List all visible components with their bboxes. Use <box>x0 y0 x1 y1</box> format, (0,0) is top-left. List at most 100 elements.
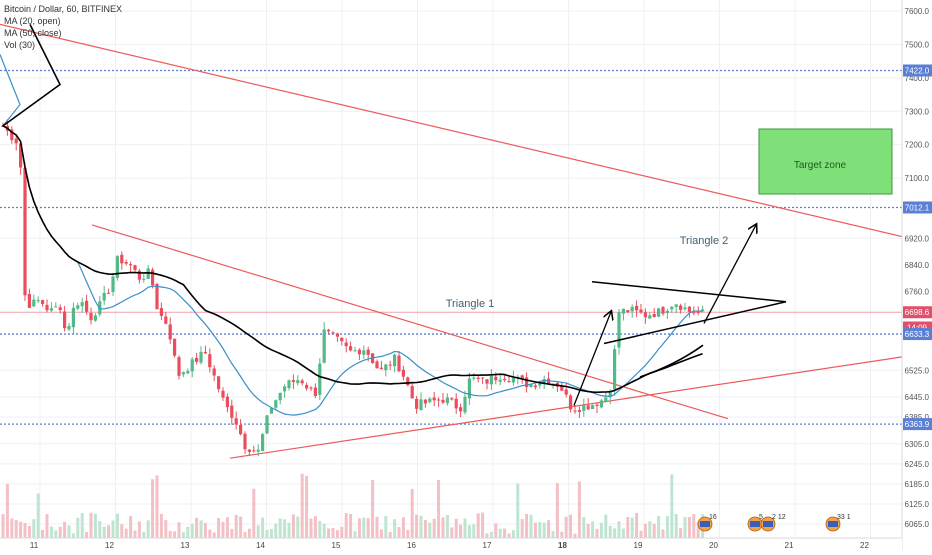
candle-body <box>331 332 335 334</box>
volume-bar <box>586 523 590 538</box>
price-tick-label: 7300.0 <box>905 107 930 116</box>
chart-legend[interactable]: Bitcoin / Dollar, 60, BITFINEX MA (20, o… <box>4 3 122 51</box>
price-axis[interactable]: 6065.0 6125.0 6185.0 6245.0 6305.0 6385.0 6445… <box>901 0 932 550</box>
volume-bar <box>309 518 313 538</box>
volume-bar <box>520 519 524 538</box>
price-axis-bg <box>902 0 932 550</box>
volume-bar <box>14 520 18 538</box>
candle-body <box>80 302 84 307</box>
annotations: Triangle 1 Triangle 2 Target zone <box>446 160 847 310</box>
candle-body <box>230 405 234 418</box>
volume-bar <box>247 528 251 538</box>
volume-bar <box>397 527 401 538</box>
candle-body <box>459 407 463 412</box>
volume-bar <box>516 483 520 538</box>
event-markers[interactable]: 16 5 2 12 33 1 <box>697 514 851 532</box>
volume-bar <box>630 517 634 538</box>
volume-bar <box>696 522 700 538</box>
time-tick-label: 13 <box>181 541 190 550</box>
volume-bar <box>661 529 665 538</box>
event-flag-icon <box>750 521 760 527</box>
volume-bar <box>679 528 683 538</box>
candle-body <box>274 400 278 408</box>
ma20-legend[interactable]: MA (20, open) <box>4 16 61 26</box>
candle-body <box>621 308 625 314</box>
volume-bar <box>164 520 168 538</box>
volume-bar <box>1 514 5 538</box>
volume-bar <box>291 514 295 538</box>
volume-bar <box>494 523 498 538</box>
candle-body <box>454 398 458 409</box>
candle-body <box>538 383 542 386</box>
volume-bar <box>410 488 414 538</box>
volume-bar <box>5 483 9 538</box>
volume-bar <box>212 532 216 538</box>
volume-bar <box>10 518 14 538</box>
symbol-title[interactable]: Bitcoin / Dollar, 60, BITFINEX <box>4 4 123 14</box>
candle-body <box>261 434 265 452</box>
volume-bar <box>476 513 480 538</box>
event-label: 2 12 <box>772 514 786 521</box>
candle-body <box>243 433 247 450</box>
price-tick-label: 6760.0 <box>905 288 930 297</box>
volume-bar <box>102 526 106 538</box>
candle-body <box>476 377 480 379</box>
event-flag-icon <box>828 521 838 527</box>
candle-body <box>428 398 432 403</box>
candle-body <box>252 450 256 452</box>
volume-bar <box>428 522 432 538</box>
candle-body <box>533 385 537 388</box>
volume-bar <box>349 513 353 538</box>
time-axis[interactable]: 11 12 13 14 15 16 17 18 19 20 21 22 <box>0 537 902 550</box>
volume-bar <box>582 517 586 538</box>
volume-bar <box>89 512 93 538</box>
volume-bar <box>54 530 58 538</box>
price-tick-label: 6125.0 <box>905 500 930 509</box>
candle-body <box>481 377 485 379</box>
volume-bar <box>23 522 27 538</box>
volume-bar <box>564 516 568 538</box>
breakout-arrow-2 <box>703 225 756 324</box>
candle-body <box>569 395 573 410</box>
volume-bar <box>533 522 537 538</box>
volume-bar <box>432 518 436 538</box>
volume-bar <box>49 526 53 538</box>
price-label: 14:09 <box>907 323 928 332</box>
time-tick-label: 19 <box>634 541 643 550</box>
candle-body <box>379 367 383 369</box>
volume-bar <box>305 475 309 538</box>
volume-bar <box>643 523 647 538</box>
volume-bar <box>613 528 617 538</box>
price-tick-label: 7600.0 <box>905 7 930 16</box>
candle-body <box>643 312 647 318</box>
candle-body <box>604 397 608 402</box>
price-tick-label: 6305.0 <box>905 440 930 449</box>
candle-body <box>278 392 282 401</box>
volume-bar <box>76 517 80 538</box>
annotation-label: Triangle 2 <box>680 235 729 247</box>
event-label: 16 <box>709 514 717 521</box>
candle-body <box>586 405 590 410</box>
volume-bar <box>71 533 75 538</box>
volume-bar <box>529 514 533 538</box>
volume-bar <box>32 519 36 538</box>
volume-bar <box>485 533 489 538</box>
candle-body <box>234 418 238 425</box>
volume-bar <box>652 523 656 538</box>
candle-body <box>133 265 137 271</box>
ma50-legend[interactable]: MA (50, close) <box>4 28 62 38</box>
candle-body <box>485 379 489 384</box>
candle-body <box>309 387 313 389</box>
volume-bar <box>159 513 163 538</box>
volume-bar <box>463 518 467 538</box>
volume-bar <box>195 517 199 538</box>
volume-bar <box>225 517 229 538</box>
volume-bar <box>388 531 392 538</box>
candle-body <box>423 399 427 404</box>
volume-legend[interactable]: Vol (30) <box>4 40 36 50</box>
volume-bar <box>450 527 454 538</box>
volume-bar <box>467 525 471 538</box>
price-tick-label: 6525.0 <box>905 366 930 375</box>
candle-body <box>560 385 564 391</box>
